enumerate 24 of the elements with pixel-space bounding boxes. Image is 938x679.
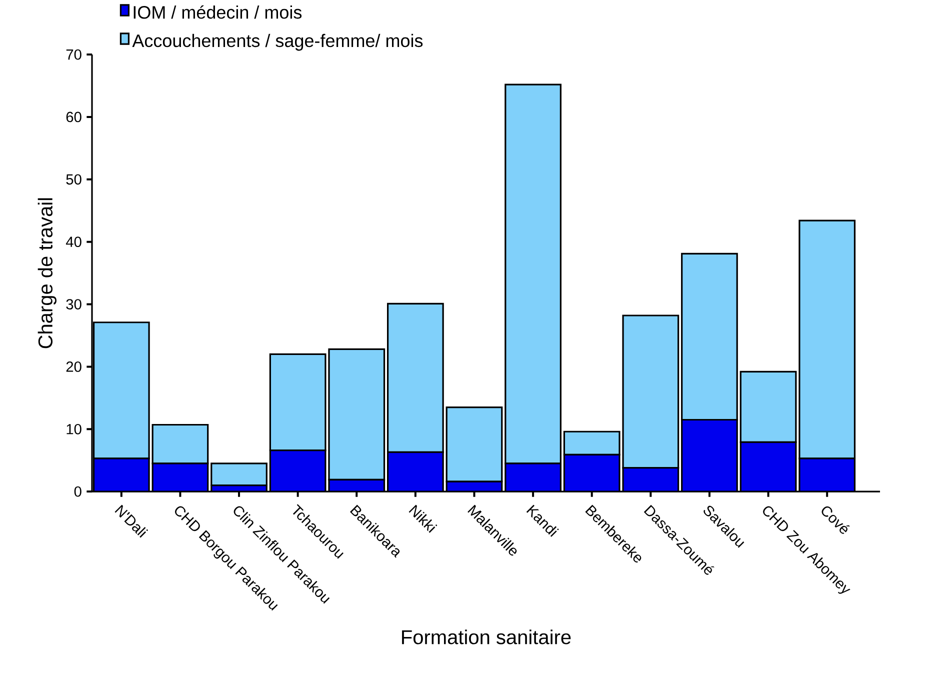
y-axis-title: Charge de travail xyxy=(38,198,56,348)
bar xyxy=(682,420,738,492)
y-tick-label: 0 xyxy=(74,486,82,497)
legend-label: IOM / médecin / mois xyxy=(134,6,302,19)
y-tick-label: 40 xyxy=(66,236,82,248)
bar xyxy=(505,464,561,492)
bar xyxy=(210,462,268,486)
bar xyxy=(798,458,856,492)
bar xyxy=(270,450,326,492)
y-tick-label: 70 xyxy=(66,50,82,60)
bar xyxy=(564,454,620,492)
x-axis-title: Formation sanitaire xyxy=(402,630,571,644)
bar xyxy=(94,458,150,492)
y-tick-label: 10 xyxy=(66,424,82,435)
y-tick-label: 20 xyxy=(66,362,82,372)
y-tick-label: 60 xyxy=(66,112,82,122)
legend-label: Accouchements / sage-femme/ mois xyxy=(132,34,423,51)
bar xyxy=(152,464,208,492)
y-tick-label: 50 xyxy=(66,174,82,185)
bar xyxy=(388,452,444,492)
y-tick-label: 30 xyxy=(66,299,82,310)
bar xyxy=(740,442,796,492)
bar xyxy=(623,468,678,492)
bar xyxy=(152,424,209,464)
